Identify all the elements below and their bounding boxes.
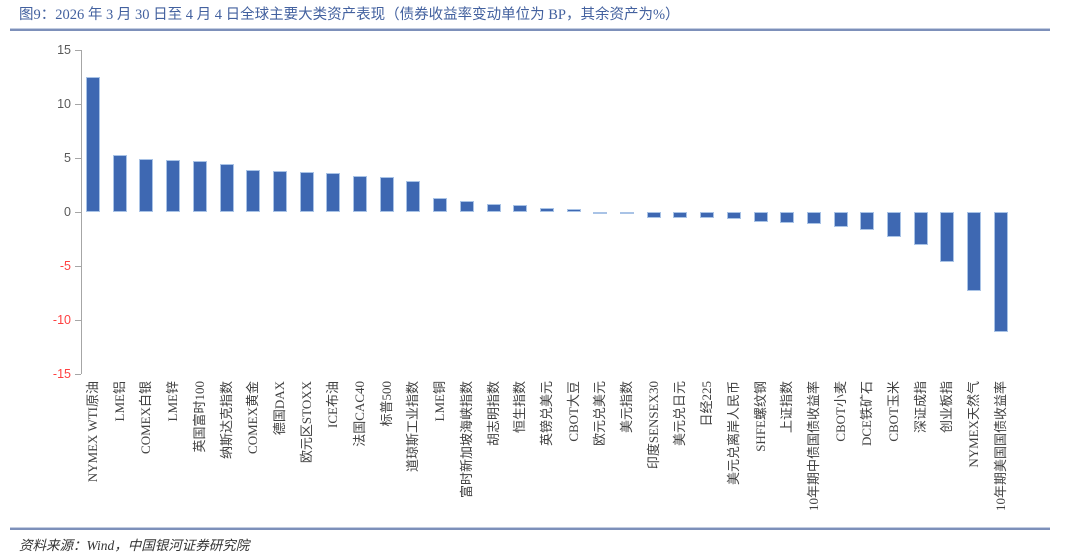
bar (566, 208, 581, 212)
category-label: 上证指数 (779, 381, 795, 434)
category-label: 富时新加坡海峡指数 (458, 381, 474, 499)
y-axis-tick (75, 373, 81, 375)
category-label: CBOT大豆 (565, 381, 581, 442)
category-label: COMEX黄金 (245, 381, 261, 454)
bar (272, 170, 287, 212)
bar (379, 177, 394, 212)
source-note: 资料来源：Wind，中国银河证券研究院 (19, 538, 250, 553)
footer-divider (10, 527, 1050, 530)
y-axis-tick-label: 10 (57, 97, 71, 111)
bar (700, 212, 715, 219)
category-label: 法国CAC40 (352, 381, 367, 447)
category-label: 纳斯达克指数 (218, 381, 234, 460)
bar (940, 212, 955, 262)
category-label: 欧元兑美元 (592, 381, 608, 447)
y-axis-tick-label: 5 (64, 151, 71, 165)
bar (539, 208, 554, 212)
category-label: 美元兑离岸人民币 (725, 381, 741, 486)
bar (646, 212, 661, 218)
category-label: 创业板指 (939, 381, 955, 434)
category-label: CBOT玉米 (886, 381, 901, 442)
category-label: 标普500 (378, 381, 394, 427)
bar (673, 212, 688, 219)
bar (433, 197, 448, 212)
y-axis-tick-label: -10 (52, 313, 71, 327)
bar (913, 212, 928, 246)
bar (753, 212, 768, 222)
category-label: 日经225 (699, 381, 715, 427)
bar (246, 169, 261, 212)
bar (139, 159, 154, 212)
category-label: 英镑兑美元 (538, 381, 554, 447)
category-label: LME铜 (432, 381, 448, 422)
bar (620, 212, 634, 214)
y-axis-tick-label: -5 (59, 259, 71, 273)
category-label: 道琼斯工业指数 (405, 381, 421, 473)
category-label: LME锌 (165, 381, 181, 422)
bar (192, 161, 207, 212)
category-label: 10年期中债国债收益率 (805, 381, 821, 512)
bar (967, 212, 982, 291)
y-axis-tick (75, 211, 81, 213)
y-axis-tick (75, 319, 81, 321)
bar (806, 212, 821, 224)
category-label: 10年期美国国债收益率 (992, 381, 1008, 512)
category-label: CBOT小麦 (832, 381, 848, 442)
y-axis-line (81, 50, 82, 374)
bar (726, 212, 741, 220)
category-label: 恒生指数 (512, 381, 528, 434)
figure-title: 图9：2026 年 3 月 30 日至 4 月 4 日全球主要大类资产表现（债券… (19, 7, 680, 23)
y-axis-tick (75, 157, 81, 159)
category-label: 深证成指 (912, 381, 928, 434)
bar (353, 176, 367, 212)
title-divider (10, 28, 1050, 31)
category-label: DCE铁矿石 (859, 381, 875, 447)
bar (513, 204, 528, 212)
category-label: NYMEX天然气 (966, 381, 982, 468)
bar (112, 154, 127, 212)
y-axis-tick (75, 49, 81, 51)
bar (486, 204, 501, 212)
category-label: 欧元区STOXX (298, 381, 314, 464)
y-axis-tick-label: -15 (52, 367, 71, 381)
category-label: NYMEX WTI原油 (85, 381, 100, 483)
bar (219, 164, 234, 212)
y-axis-tick (75, 265, 81, 267)
bar (406, 180, 421, 212)
y-axis-tick-label: 15 (57, 43, 71, 57)
y-axis-tick (75, 103, 81, 105)
bar (459, 201, 474, 212)
bar (833, 212, 848, 228)
category-label: COMEX白银 (138, 381, 154, 454)
bar (887, 212, 901, 237)
bar (299, 172, 314, 212)
bar (993, 212, 1008, 332)
bar (326, 173, 341, 212)
category-label: LME铝 (111, 381, 127, 422)
bar (780, 212, 795, 223)
bar (860, 212, 875, 231)
category-label: 胡志明指数 (485, 381, 501, 447)
category-label: SHFE螺纹钢 (752, 381, 768, 452)
bar (86, 77, 100, 212)
category-label: 印度SENSEX30 (645, 381, 661, 470)
bar (166, 160, 181, 212)
y-axis-tick-label: 0 (64, 205, 71, 219)
category-label: 德国DAX (271, 381, 287, 436)
category-label: 英国富时100 (191, 381, 207, 453)
category-label: ICE布油 (325, 381, 341, 428)
category-label: 美元兑日元 (672, 381, 688, 447)
bar (593, 212, 608, 214)
category-label: 美元指数 (619, 381, 634, 434)
